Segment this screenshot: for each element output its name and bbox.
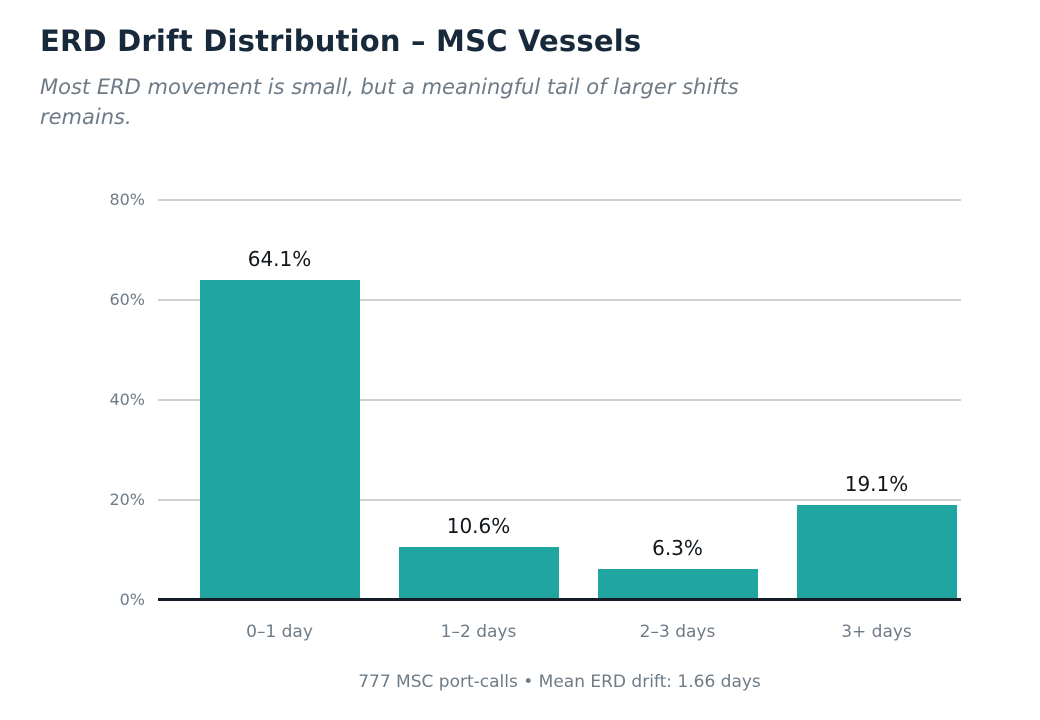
bar-value-label: 19.1% bbox=[844, 471, 909, 496]
bar-value-labels: 64.1% 10.6% 6.3% 19.1% bbox=[180, 200, 976, 600]
x-tick-label: 1–2 days bbox=[440, 622, 517, 642]
x-axis-category-labels: 0–1 day 1–2 days 2–3 days 3+ days bbox=[180, 622, 976, 650]
chart-footnote: 777 MSC port-calls • Mean ERD drift: 1.6… bbox=[358, 672, 761, 692]
plot-area bbox=[158, 199, 961, 600]
bar bbox=[597, 568, 758, 600]
bar bbox=[796, 504, 957, 600]
bar bbox=[398, 547, 559, 600]
x-tick-label: 0–1 day bbox=[246, 622, 313, 642]
y-tick-label: 80% bbox=[109, 190, 145, 209]
chart-title: ERD Drift Distribution – MSC Vessels bbox=[40, 24, 642, 58]
x-tick-label: 3+ days bbox=[841, 622, 912, 642]
y-tick-label: 0% bbox=[119, 590, 145, 609]
y-tick-label: 20% bbox=[109, 490, 145, 509]
x-axis-line bbox=[158, 598, 961, 601]
gridline bbox=[158, 399, 961, 401]
bar-value-label: 64.1% bbox=[247, 246, 312, 271]
gridline bbox=[158, 199, 961, 201]
chart-subtitle: Most ERD movement is small, but a meanin… bbox=[40, 75, 739, 130]
bar-value-label: 6.3% bbox=[652, 535, 703, 560]
x-tick-label: 2–3 days bbox=[639, 622, 716, 642]
y-tick-label: 60% bbox=[109, 290, 145, 309]
bars-layer bbox=[180, 200, 976, 600]
bar-value-label: 10.6% bbox=[446, 514, 511, 538]
bar bbox=[199, 279, 360, 600]
gridline bbox=[158, 499, 961, 501]
gridline bbox=[158, 299, 961, 301]
y-tick-label: 40% bbox=[109, 390, 145, 409]
